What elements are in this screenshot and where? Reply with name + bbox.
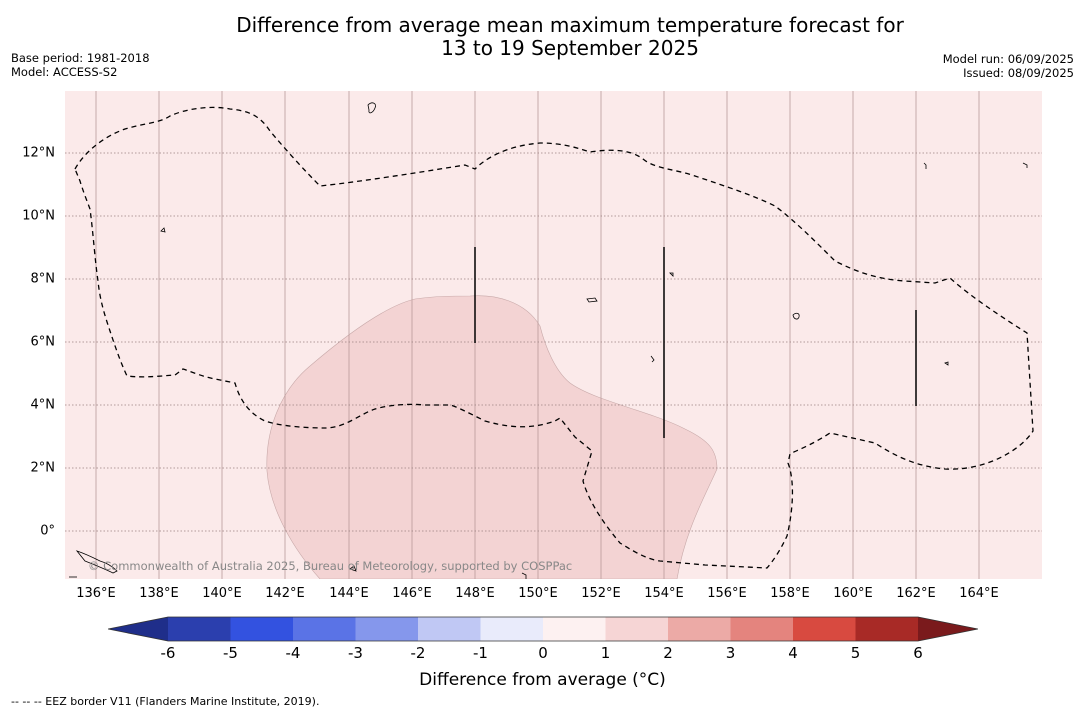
cb-tick: -3 [348,644,363,662]
meta-right: Model run: 06/09/2025 Issued: 08/09/2025 [943,52,1074,80]
cb-tick: 1 [600,644,611,662]
colorbar-bin [230,617,293,641]
copyright-notice: © Commonwealth of Australia 2025, Bureau… [88,559,573,573]
boundary-lines [474,247,917,438]
lat-label-12n: 12°N [22,145,55,161]
lon-label-152e: 152°E [581,586,621,601]
colorbar-bin [355,617,418,641]
title-line-1: Difference from average mean maximum tem… [236,13,904,37]
islands [69,102,1028,579]
colorbar-bin [793,617,856,641]
title-line-2: 13 to 19 September 2025 [441,36,699,60]
map-title: Difference from average mean maximum tem… [0,14,1085,60]
colorbar-extend-low [108,617,168,641]
colorbar-extend-high [918,617,978,641]
longitude-labels: 136°E 138°E 140°E 142°E 144°E 146°E 148°… [0,586,1085,604]
colorbar-bin [480,617,543,641]
cb-tick: 3 [725,644,736,662]
map-svg [65,91,1042,579]
lon-label-138e: 138°E [139,586,179,601]
cb-tick: 5 [850,644,861,662]
anomaly-patch [266,295,718,579]
map-panel [65,91,1042,579]
lon-label-148e: 148°E [455,586,495,601]
colorbar-ticks: -6 -5 -4 -3 -2 -1 0 1 2 3 4 5 6 [0,644,1085,662]
colorbar-label: Difference from average (°C) [419,670,666,690]
cb-tick: -2 [410,644,426,662]
lon-label-154e: 154°E [644,586,684,601]
colorbar-bin [168,617,231,641]
cb-tick: -4 [285,644,301,662]
model-run: Model run: 06/09/2025 [942,52,1074,66]
footnote: -- -- -- EEZ border V11 (Flanders Marine… [11,695,320,708]
colorbar-bin [730,617,793,641]
lon-label-142e: 142°E [265,586,305,601]
lon-label-156e: 156°E [707,586,747,601]
lon-label-144e: 144°E [329,586,369,601]
lon-label-160e: 160°E [833,586,873,601]
cb-tick: 0 [538,644,548,662]
cb-tick: -5 [223,644,238,662]
lat-label-8n: 8°N [30,271,56,287]
lat-label-4n: 4°N [30,397,56,413]
colorbar-bin [543,617,606,641]
model-name: Model: ACCESS-S2 [11,65,118,79]
eez-border [74,106,1034,569]
colorbar-bin [605,617,668,641]
longitude-gridlines [95,91,980,579]
lat-label-0: 0° [40,523,55,539]
cb-tick: -1 [473,644,488,662]
lon-label-146e: 146°E [392,586,432,601]
colorbar-bin [668,617,731,641]
lon-label-140e: 140°E [202,586,242,601]
cb-tick: -6 [160,644,176,662]
issued-date: Issued: 08/09/2025 [963,66,1074,80]
colorbar [108,616,978,642]
cb-tick: 6 [913,644,923,662]
lon-label-150e: 150°E [518,586,558,601]
base-period: Base period: 1981-2018 [11,51,150,65]
colorbar-bin [418,617,481,641]
lon-label-162e: 162°E [896,586,936,601]
lon-label-164e: 164°E [959,586,999,601]
colorbar-bin [293,617,356,641]
lon-label-136e: 136°E [76,586,116,601]
lat-label-10n: 10°N [22,208,55,224]
meta-left: Base period: 1981-2018 Model: ACCESS-S2 [11,51,150,79]
lat-label-6n: 6°N [30,334,56,350]
lon-label-158e: 158°E [770,586,810,601]
cb-tick: 4 [788,644,798,662]
cb-tick: 2 [663,644,673,662]
lat-label-2n: 2°N [30,460,56,476]
colorbar-bin [855,617,918,641]
